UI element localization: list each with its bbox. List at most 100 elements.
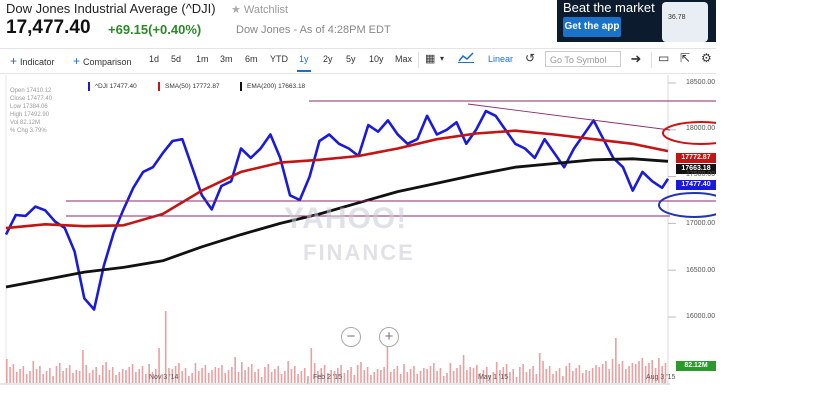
comment-icon[interactable]: ▭: [658, 51, 670, 65]
volume-bar: [588, 371, 591, 383]
volume-bar: [241, 362, 243, 383]
volume-bar: [108, 370, 111, 383]
volume-bar: [178, 363, 180, 383]
legend-sma[interactable]: SMA(50) 17772.87: [158, 82, 220, 91]
legend-dji[interactable]: ^DJI 17477.40: [88, 82, 137, 91]
volume-bar: [380, 370, 382, 383]
volume-bar: [45, 371, 48, 383]
range-10y[interactable]: 10y: [369, 54, 384, 64]
volume-bar: [565, 366, 567, 383]
indicator-button[interactable]: + Indicator: [10, 54, 55, 68]
zoom-in-button[interactable]: +: [379, 327, 399, 347]
ema200-line: [5, 157, 669, 289]
legend-ema[interactable]: EMA(200) 17663.18: [240, 82, 305, 91]
ohlc-high: High 17492.90: [10, 112, 50, 118]
volume-bar: [207, 373, 210, 383]
symbol-search-input[interactable]: Go To Symbol: [545, 51, 621, 67]
volume-bar: [78, 371, 81, 383]
toolbar-divider: [418, 52, 419, 68]
volume-bar: [568, 363, 571, 383]
volume-bar: [522, 364, 524, 383]
watchlist-button[interactable]: ★ Watchlist: [231, 3, 288, 16]
volume-bar: [221, 365, 223, 383]
volume-bar: [284, 371, 286, 383]
comparison-button[interactable]: + Comparison: [73, 54, 132, 68]
volume-bar: [148, 364, 150, 383]
ohlc-panel: Open 17410.12 Close 17477.40 Low 17384.0…: [10, 87, 52, 135]
range-max[interactable]: Max: [395, 54, 413, 64]
volume-bar: [234, 357, 236, 383]
volume-bar: [641, 358, 644, 383]
volume-bar: [22, 366, 25, 383]
volume-bar: [267, 364, 270, 383]
volume-bar: [409, 369, 412, 383]
ema-value-tag: 17663.18: [676, 164, 716, 174]
range-3m[interactable]: 3m: [220, 54, 233, 64]
x-tick: Nov 3 '14: [149, 374, 179, 381]
volume-bar: [290, 369, 293, 383]
volume-bar: [469, 367, 471, 383]
arrow-right-icon[interactable]: ➜: [630, 51, 642, 66]
active-range-indicator: [297, 70, 311, 72]
line-chart-icon[interactable]: [458, 51, 474, 65]
sma50-line: [5, 129, 669, 230]
volume-bar: [419, 371, 422, 383]
volume-bar: [459, 365, 462, 383]
volume-bar: [164, 311, 167, 383]
volume-bar: [485, 367, 488, 383]
range-2y[interactable]: 2y: [323, 54, 333, 64]
share-icon[interactable]: ⇱: [680, 51, 691, 65]
linear-scale-toggle[interactable]: Linear: [488, 54, 514, 64]
range-5y[interactable]: 5y: [346, 54, 356, 64]
y-tick: 16500.00: [686, 267, 716, 274]
volume-bar: [92, 370, 94, 383]
volume-bar: [562, 376, 564, 383]
volume-bar: [128, 367, 131, 383]
volume-bar: [214, 367, 217, 383]
volume-bar: [39, 366, 41, 383]
zoom-out-button[interactable]: −: [341, 327, 361, 347]
volume-bar: [98, 375, 101, 383]
volume-bar: [88, 373, 91, 383]
volume-bar: [439, 368, 442, 383]
range-5d[interactable]: 5d: [171, 54, 182, 64]
volume-bar: [118, 372, 121, 383]
volume-bar: [601, 364, 604, 383]
price-value: 17,477.40: [6, 17, 91, 38]
ohlc-close: Close 17477.40: [10, 96, 53, 102]
volume-bar: [370, 375, 372, 383]
settings-icon[interactable]: ⚙: [701, 51, 712, 65]
calendar-icon[interactable]: ▦: [425, 53, 436, 65]
volume-bar: [6, 359, 8, 383]
range-ytd[interactable]: YTD: [270, 54, 288, 64]
volume-bar: [197, 371, 200, 383]
range-1y[interactable]: 1y: [299, 54, 309, 64]
volume-bar: [181, 371, 184, 383]
watchlist-label: Watchlist: [243, 4, 289, 16]
range-1m[interactable]: 1m: [196, 54, 209, 64]
volume-bar: [237, 372, 240, 383]
chevron-down-icon[interactable]: ▾: [440, 54, 445, 63]
volume-bar: [174, 366, 177, 383]
volume-bar: [151, 372, 154, 383]
app-ad-banner[interactable]: Beat the market Get the app 36.78: [557, 0, 716, 42]
volume-bar: [154, 369, 157, 383]
volume-bar: [138, 369, 140, 383]
legend-swatch: [158, 82, 160, 91]
volume-bar: [188, 376, 190, 383]
range-6m[interactable]: 6m: [245, 54, 258, 64]
blue-annotation-ellipse: [658, 192, 716, 218]
volume-bar: [184, 368, 187, 383]
volume-bar: [416, 374, 419, 383]
volume-bar: [250, 364, 253, 383]
volume-bar: [393, 369, 395, 383]
legend-sma-label: SMA(50) 17772.87: [165, 83, 220, 91]
as-of-time: Dow Jones - As of 4:28PM EDT: [236, 24, 391, 36]
reset-icon[interactable]: ↺: [525, 51, 536, 65]
volume-bar: [264, 367, 266, 383]
range-1d[interactable]: 1d: [149, 54, 160, 64]
volume-bar: [346, 370, 349, 383]
get-app-button[interactable]: Get the app: [563, 17, 621, 37]
volume-value-tag: 82.12M: [676, 361, 716, 371]
price-chart[interactable]: [0, 75, 716, 385]
